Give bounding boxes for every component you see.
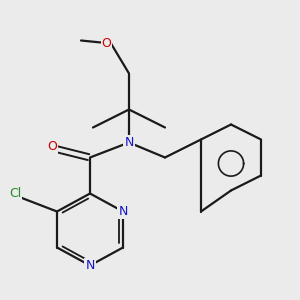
Text: N: N (85, 259, 95, 272)
Text: N: N (124, 136, 134, 149)
Text: N: N (118, 205, 128, 218)
Text: O: O (48, 140, 57, 153)
Text: Cl: Cl (9, 187, 21, 200)
Text: O: O (102, 37, 111, 50)
